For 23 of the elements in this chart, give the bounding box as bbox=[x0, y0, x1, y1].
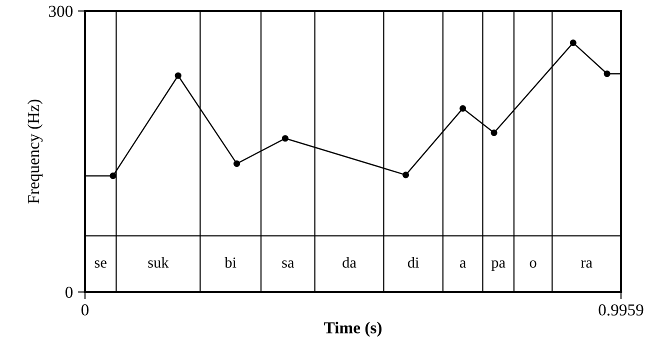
y-tick-label: 300 bbox=[48, 6, 73, 17]
annotation: se bbox=[94, 260, 106, 268]
point bbox=[570, 40, 576, 46]
annotation: ra bbox=[580, 260, 592, 268]
annotation: a bbox=[460, 260, 466, 268]
point bbox=[604, 70, 610, 78]
point bbox=[490, 129, 498, 136]
y-axis-title: Frequency (Hz) bbox=[27, 100, 43, 204]
annotation: suk bbox=[148, 256, 169, 268]
point bbox=[174, 72, 182, 79]
x-tick-label: 0.9959 bbox=[598, 304, 644, 316]
annotation: da bbox=[342, 256, 356, 268]
annotation: sa bbox=[282, 260, 294, 268]
point bbox=[233, 160, 240, 167]
point bbox=[110, 172, 116, 180]
x-axis-title: Time (s) bbox=[324, 322, 382, 337]
annotation: o bbox=[530, 260, 536, 268]
annotation: di bbox=[408, 256, 419, 268]
point bbox=[402, 172, 410, 178]
annotation: bi bbox=[224, 256, 236, 268]
annotation: pa bbox=[491, 260, 506, 271]
point bbox=[460, 105, 466, 112]
point bbox=[282, 135, 289, 142]
